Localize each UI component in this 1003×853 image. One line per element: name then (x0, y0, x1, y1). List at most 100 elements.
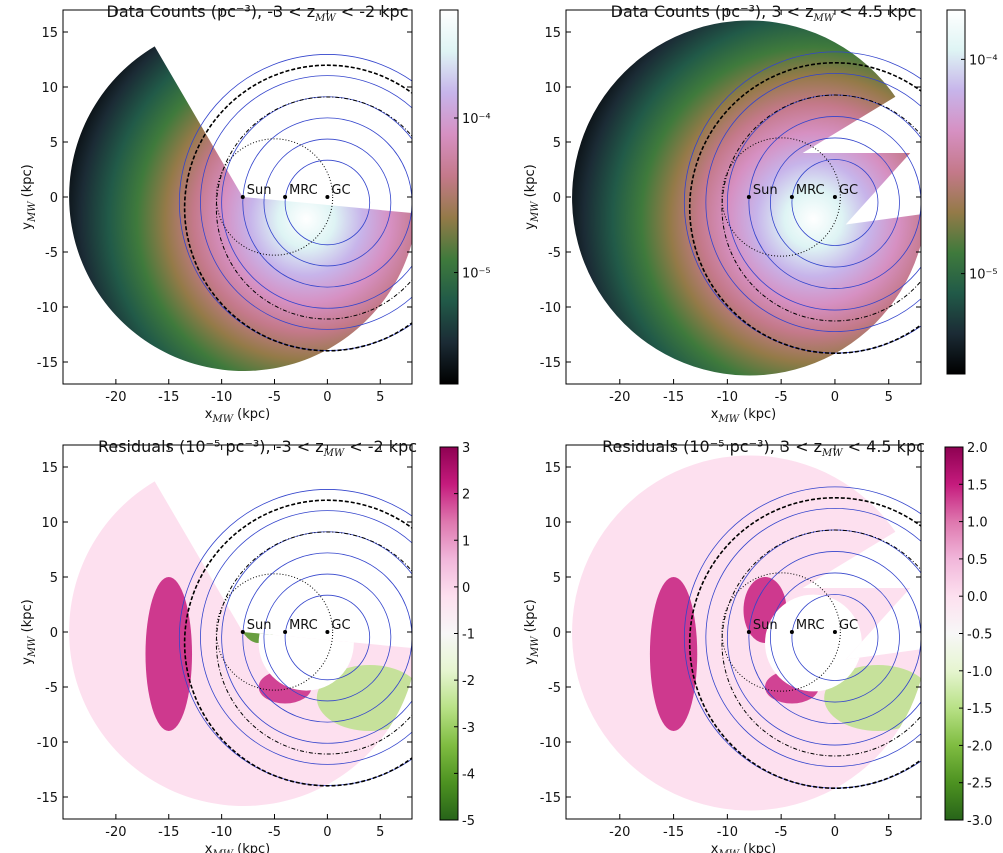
y-tick-label: 0 (50, 626, 58, 641)
location-label: MRC (796, 618, 825, 633)
chart-title-part: MW (314, 13, 336, 24)
residual-blob (824, 665, 921, 731)
y-axis-label: yMW (kpc) (523, 599, 541, 664)
model-ring (791, 159, 879, 246)
y-tick-label: -10 (540, 301, 561, 316)
map (69, 46, 412, 372)
colorbar-tick-label: 2.0 (967, 441, 988, 456)
location-label: GC (331, 618, 350, 633)
y-tick-label: -5 (548, 246, 561, 261)
location-label: GC (839, 618, 858, 633)
x-axis-label: xMW (kpc) (711, 842, 776, 853)
x-axis-label-part: (kpc) (233, 407, 270, 422)
x-tick-label: -20 (105, 825, 126, 840)
y-axis-label: yMW (kpc) (20, 164, 38, 229)
x-axis-label-part: MW (211, 849, 233, 853)
chart-title-part: Residuals (10⁻⁵ pc⁻³), 3 < z (602, 437, 822, 456)
colorbar-tick-label: 1.0 (967, 516, 988, 531)
location-point (240, 630, 245, 634)
y-tick-label: 10 (544, 81, 561, 96)
x-tick-label: 5 (885, 390, 893, 405)
colorbar-tick-label: 10⁻⁴ (462, 112, 491, 127)
y-tick-label: 5 (553, 136, 561, 151)
y-tick-label: 5 (50, 136, 58, 151)
chart-title-part: Data Counts (pc⁻³), -3 < z (107, 2, 316, 21)
location-label: Sun (753, 618, 778, 633)
model-ring (769, 572, 900, 703)
dashed-ring (688, 497, 921, 789)
location-label: MRC (289, 618, 318, 633)
y-tick-label: -5 (548, 681, 561, 696)
model-ring (263, 138, 392, 267)
location-point (746, 195, 751, 199)
y-tick-label: -10 (37, 736, 58, 751)
location-point (283, 195, 288, 199)
map (572, 20, 921, 376)
y-axis-label-part: MW (27, 201, 38, 223)
chart-title-part: MW (323, 448, 345, 459)
colorbar-tick-label: 2 (462, 488, 470, 503)
colorbar-tick-label: -2.5 (967, 777, 992, 792)
y-tick-label: 15 (544, 26, 561, 41)
y-tick-label: 15 (41, 461, 58, 476)
dotted-ring (721, 137, 841, 257)
x-tick-label: -15 (663, 825, 684, 840)
x-tick-label: -5 (268, 390, 281, 405)
x-tick-label: -15 (158, 825, 179, 840)
panel: Sun MRC GC -20 -15 -10 -5 0 5 -15 -10 -5 0 5 10 15 Data … (20, 2, 491, 425)
y-axis-label-part: (kpc) (523, 164, 538, 201)
y-axis-label-part: y (523, 222, 538, 230)
location-point (832, 195, 837, 199)
x-axis-label: xMW (kpc) (205, 842, 270, 853)
y-axis-label-part: (kpc) (20, 164, 35, 201)
x-axis-label-part: x (711, 407, 719, 422)
model-ring (748, 551, 921, 724)
location-point (325, 195, 330, 199)
chart-title-part: < 4.5 kpc (843, 437, 925, 456)
x-axis-label: xMW (kpc) (205, 407, 270, 425)
x-axis-label-part: (kpc) (739, 407, 776, 422)
model-ring (242, 552, 412, 723)
mask-hole (765, 594, 862, 692)
y-tick-label: 0 (553, 191, 561, 206)
chart-title-part: MW (813, 13, 835, 24)
colorbar-tick-label: -1.5 (967, 702, 992, 717)
heatmap-fill (69, 46, 412, 372)
location-point (789, 195, 794, 199)
location-label: MRC (289, 183, 318, 198)
colorbar-tick-label: -2 (462, 674, 475, 689)
y-axis-label-part: MW (530, 201, 541, 223)
y-tick-label: 5 (553, 571, 561, 586)
colorbar-tick-label: -1 (462, 628, 475, 643)
colorbar-tick-label: 10⁻⁵ (969, 268, 998, 283)
x-tick-label: -20 (105, 390, 126, 405)
colorbar-tick-label: -3 (462, 721, 475, 736)
dashdot-ring (721, 94, 921, 322)
model-ring (200, 75, 412, 330)
x-axis-label: xMW (kpc) (711, 407, 776, 425)
x-tick-label: -10 (717, 825, 738, 840)
location-point (746, 630, 751, 634)
x-tick-label: 5 (376, 825, 384, 840)
x-axis-label-part: x (711, 842, 719, 853)
y-tick-label: -15 (37, 791, 58, 806)
dotted-ring (215, 573, 334, 691)
dashed-ring (183, 499, 412, 787)
colorbar (439, 9, 459, 385)
x-tick-label: 0 (831, 390, 839, 405)
location-label: MRC (796, 183, 825, 198)
colorbar-tick-label: 10⁻⁴ (969, 53, 998, 68)
heatmap-fill (572, 20, 921, 376)
y-tick-label: 5 (50, 571, 58, 586)
y-tick-label: -15 (540, 356, 561, 371)
x-tick-label: -5 (268, 825, 281, 840)
y-tick-label: 10 (41, 516, 58, 531)
chart-title-part: < -2 kpc (344, 437, 417, 456)
x-tick-label: 5 (885, 825, 893, 840)
y-tick-label: 0 (553, 626, 561, 641)
y-tick-label: -5 (45, 246, 58, 261)
chart-title: Data Counts (pc⁻³), -3 < zMW < -2 kpc (107, 2, 409, 24)
y-tick-label: -10 (37, 301, 58, 316)
location-point (283, 630, 288, 634)
y-axis-label-part: (kpc) (523, 599, 538, 636)
